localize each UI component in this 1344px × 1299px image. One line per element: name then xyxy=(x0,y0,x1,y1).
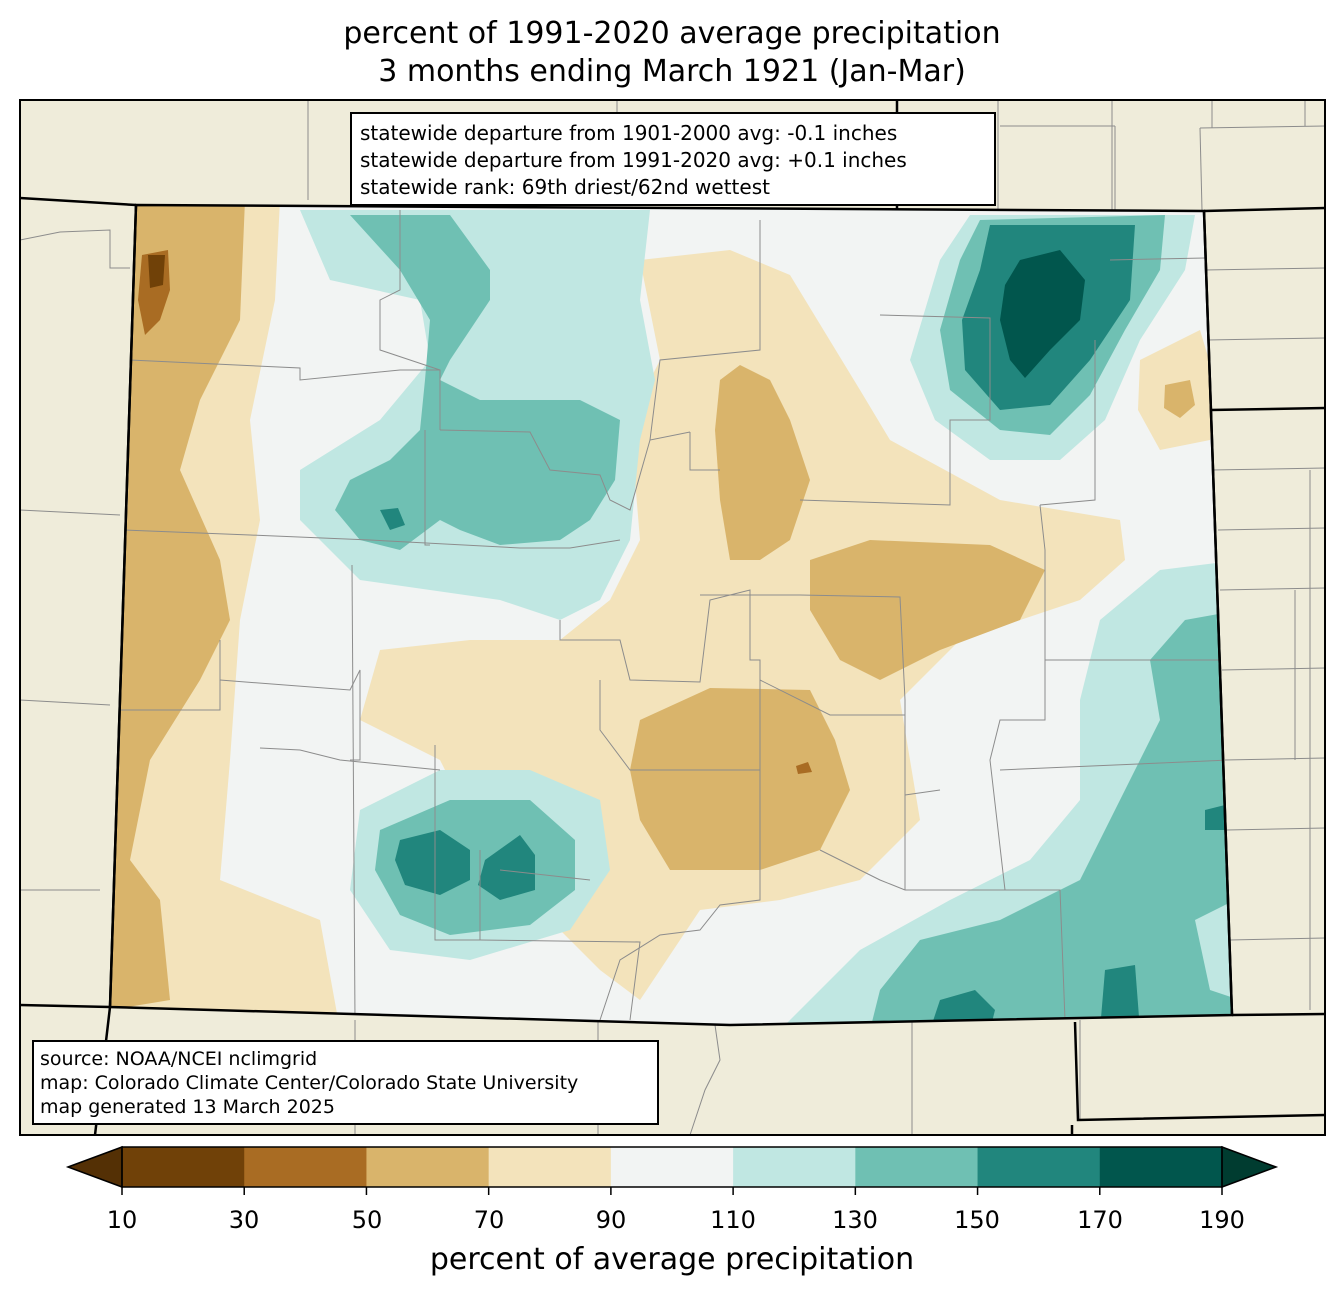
colorbar-tickmarks xyxy=(121,1187,1223,1195)
colorbar-tick-label: 110 xyxy=(710,1206,756,1234)
central-dry-50c xyxy=(630,688,850,870)
statewide-stats-box: statewide departure from 1901-2000 avg: … xyxy=(350,112,996,206)
colorbar-swatch xyxy=(244,1147,367,1187)
stat-departure-1991: statewide departure from 1991-2020 avg: … xyxy=(360,148,907,172)
colorbar-swatch xyxy=(366,1147,490,1187)
sw-wet-150a xyxy=(395,830,470,895)
central-dry-50b xyxy=(810,540,1045,680)
central-dry-50a xyxy=(715,365,810,560)
colorbar-over-arrow xyxy=(1222,1147,1276,1187)
colorbar-swatch xyxy=(122,1147,245,1187)
colorbar-tick-label: 10 xyxy=(106,1206,138,1234)
west-dry-band-50 xyxy=(110,205,245,1010)
colorbar-arrow-outline-left xyxy=(65,1145,123,1189)
colorbar-swatch xyxy=(1099,1147,1223,1187)
colorbar-tick-label: 30 xyxy=(228,1206,260,1234)
source-box: source: NOAA/NCEI nclimgrid map: Colorad… xyxy=(32,1040,659,1125)
se-wet-150a xyxy=(1205,805,1228,830)
map-frame xyxy=(19,99,1326,1136)
map-subtitle: 3 months ending March 1921 (Jan-Mar) xyxy=(378,54,966,89)
north-wet-130 xyxy=(335,215,620,550)
source-generated: map generated 13 March 2025 xyxy=(40,1096,335,1118)
ne-wet-170 xyxy=(1000,250,1085,378)
colorbar-tick-label: 130 xyxy=(832,1206,878,1234)
colorbar-swatch xyxy=(977,1147,1101,1187)
source-data: source: NOAA/NCEI nclimgrid xyxy=(40,1048,318,1070)
colorbar-swatch xyxy=(733,1147,856,1187)
colorbar xyxy=(65,1145,1279,1195)
se-wet-130 xyxy=(870,610,1232,1025)
colorbar-under-arrow xyxy=(68,1147,122,1187)
colorbar-arrow-outline-right xyxy=(1221,1145,1279,1189)
colorbar-label: percent of average precipitation xyxy=(429,1242,915,1277)
colorbar-tick-label: 50 xyxy=(351,1206,383,1234)
colorbar-tick-label: 70 xyxy=(473,1206,505,1234)
colorbar-tick-label: 90 xyxy=(595,1206,627,1234)
colorbar-swatch xyxy=(610,1147,734,1187)
central-dry-30 xyxy=(796,762,812,774)
colorado-county-lines xyxy=(110,210,1231,1021)
colorbar-swatch xyxy=(488,1147,612,1187)
colorbar-tick-label: 190 xyxy=(1199,1206,1245,1234)
sw-wet-150b xyxy=(478,835,535,900)
precipitation-field xyxy=(110,205,1232,1025)
colorbar-tick-label: 150 xyxy=(954,1206,1000,1234)
stat-departure-1901: statewide departure from 1901-2000 avg: … xyxy=(360,121,898,145)
source-map: map: Colorado Climate Center/Colorado St… xyxy=(40,1072,579,1094)
se-wet-150b xyxy=(1100,965,1140,1025)
stat-rank: statewide rank: 69th driest/62nd wettest xyxy=(360,175,770,199)
neighbor-county-lines xyxy=(20,100,1325,1135)
colorbar-swatches xyxy=(122,1147,1223,1187)
colorbar-tick-label: 170 xyxy=(1077,1206,1123,1234)
west-dry-core xyxy=(148,255,165,288)
ne-dry-50 xyxy=(1164,380,1195,418)
colorbar-swatch xyxy=(855,1147,979,1187)
map-title: percent of 1991-2020 average precipitati… xyxy=(343,16,1001,51)
north-wet-150 xyxy=(380,508,405,530)
